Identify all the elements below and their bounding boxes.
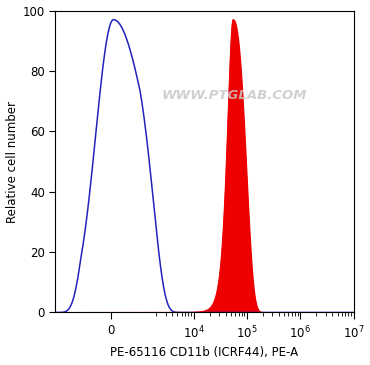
Text: WWW.PTGLAB.COM: WWW.PTGLAB.COM (162, 89, 307, 101)
Y-axis label: Relative cell number: Relative cell number (6, 100, 18, 223)
X-axis label: PE-65116 CD11b (ICRF44), PE-A: PE-65116 CD11b (ICRF44), PE-A (111, 346, 299, 360)
